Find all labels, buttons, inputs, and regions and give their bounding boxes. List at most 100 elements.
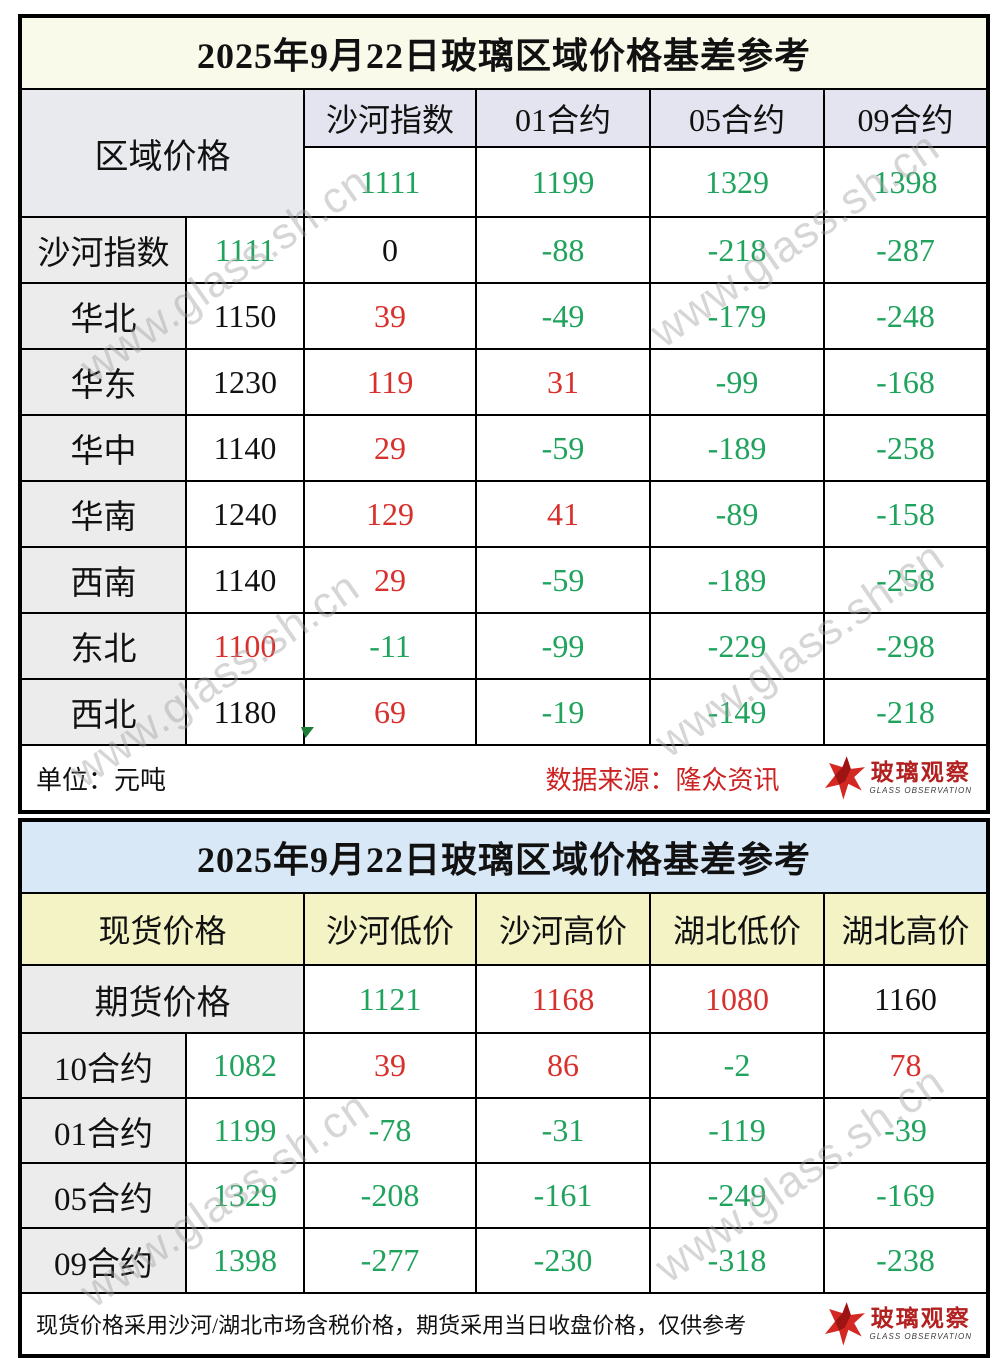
basis-cell: -89 [649, 480, 825, 548]
futures-price-row: 期货价格 1121 1168 1080 1160 [19, 964, 989, 1034]
futures-price-cell: 1168 [475, 964, 651, 1034]
regional-basis-table: 2025年9月22日玻璃区域价格基差参考 区域价格 沙河指数 01合约 05合约… [18, 14, 990, 814]
basis-cell: -169 [823, 1162, 989, 1229]
logo-subname: GLASS OBSERVATION [869, 786, 972, 795]
basis-cell: -248 [823, 282, 989, 350]
basis-cell: -59 [475, 414, 651, 482]
basis-cell: -59 [475, 546, 651, 614]
basis-cell: -19 [475, 678, 651, 746]
basis-cell: -39 [823, 1097, 989, 1164]
basis-cell: 0 [303, 216, 477, 284]
data-source-label: 数据来源：隆众资讯 [545, 765, 780, 795]
table-row: 沙河指数 1111 0 -88 -218 -287 [19, 216, 989, 284]
basis-cell: -258 [823, 414, 989, 482]
header-row: 现货价格 沙河低价 沙河高价 湖北低价 湖北高价 [19, 892, 989, 966]
table1-title: 2025年9月22日玻璃区域价格基差参考 [19, 15, 989, 90]
basis-cell: -168 [823, 348, 989, 416]
basis-cell: -318 [649, 1227, 825, 1294]
price-cell: 1398 [185, 1227, 305, 1294]
basis-cell: -230 [475, 1227, 651, 1294]
basis-cell: -189 [649, 546, 825, 614]
basis-cell: 41 [475, 480, 651, 548]
basis-cell: 39 [303, 1032, 477, 1099]
table-row: 西北 1180 69 -19 -149 -218 [19, 678, 989, 746]
column-header-contract-01: 01合约 [475, 88, 651, 148]
price-cell: 1329 [185, 1162, 305, 1229]
contract-label: 09合约 [19, 1227, 187, 1294]
futures-price-cell: 1398 [823, 146, 989, 218]
header-row: 区域价格 沙河指数 01合约 05合约 09合约 [19, 88, 989, 218]
basis-cell: -238 [823, 1227, 989, 1294]
basis-cell: -158 [823, 480, 989, 548]
table-row: 东北 1100 -11 -99 -229 -298 [19, 612, 989, 680]
price-cell: 1150 [185, 282, 305, 350]
contract-label: 05合约 [19, 1162, 187, 1229]
contract-label: 01合约 [19, 1097, 187, 1164]
basis-cell: -229 [649, 612, 825, 680]
basis-cell: 129 [303, 480, 477, 548]
basis-cell: 39 [303, 282, 477, 350]
table2-title: 2025年9月22日玻璃区域价格基差参考 [19, 819, 989, 894]
logo-text-block: 玻璃观察 GLASS OBSERVATION [869, 1307, 972, 1341]
logo-star-icon [825, 1302, 866, 1346]
table1-footer: 单位：元吨 数据来源：隆众资讯 玻璃观察 GLASS OBSE [19, 744, 989, 813]
logo-subname: GLASS OBSERVATION [869, 1332, 972, 1341]
column-header-shahe-high: 沙河高价 [475, 892, 651, 966]
basis-cell: -78 [303, 1097, 477, 1164]
basis-cell: -99 [649, 348, 825, 416]
spot-futures-table: 2025年9月22日玻璃区域价格基差参考 现货价格 沙河低价 沙河高价 湖北低价… [18, 818, 990, 1358]
title-row: 2025年9月22日玻璃区域价格基差参考 [19, 15, 989, 90]
basis-cell: 119 [303, 348, 477, 416]
basis-cell: -218 [823, 678, 989, 746]
futures-price-label: 期货价格 [19, 964, 305, 1034]
basis-cell: -258 [823, 546, 989, 614]
unit-label: 单位：元吨 [36, 765, 167, 795]
basis-cell: -277 [303, 1227, 477, 1294]
basis-cell: 78 [823, 1032, 989, 1099]
basis-cell: -298 [823, 612, 989, 680]
region-label: 华东 [19, 348, 187, 416]
region-label: 沙河指数 [19, 216, 187, 284]
basis-cell: -88 [475, 216, 651, 284]
price-cell: 1082 [185, 1032, 305, 1099]
region-label: 华中 [19, 414, 187, 482]
basis-cell: -49 [475, 282, 651, 350]
logo-text-block: 玻璃观察 GLASS OBSERVATION [869, 761, 972, 795]
table-row: 01合约 1199 -78 -31 -119 -39 [19, 1097, 989, 1164]
column-header-hubei-high: 湖北高价 [823, 892, 989, 966]
basis-cell: -119 [649, 1097, 825, 1164]
column-header-contract-09: 09合约 [823, 88, 989, 148]
region-label: 华北 [19, 282, 187, 350]
table-row: 10合约 1082 39 86 -2 78 [19, 1032, 989, 1099]
basis-cell: -249 [649, 1162, 825, 1229]
basis-cell: -208 [303, 1162, 477, 1229]
basis-cell: -161 [475, 1162, 651, 1229]
footer-row: 现货价格采用沙河/湖北市场含税价格，期货采用当日收盘价格，仅供参考 玻璃观察 G… [19, 1292, 989, 1357]
regional-basis-table-panel: 2025年9月22日玻璃区域价格基差参考 区域价格 沙河指数 01合约 05合约… [18, 14, 990, 814]
corner-header-spot: 现货价格 [19, 892, 305, 966]
logo-name: 玻璃观察 [870, 759, 971, 785]
basis-cell: -11 [303, 612, 477, 680]
basis-cell: 69 [303, 678, 477, 746]
basis-cell: -189 [649, 414, 825, 482]
contract-label: 10合约 [19, 1032, 187, 1099]
column-header-shahe-low: 沙河低价 [303, 892, 477, 966]
column-header-hubei-low: 湖北低价 [649, 892, 825, 966]
logo-star-icon [825, 756, 866, 800]
price-cell: 1240 [185, 480, 305, 548]
basis-cell: -31 [475, 1097, 651, 1164]
basis-cell: -149 [649, 678, 825, 746]
basis-cell: -179 [649, 282, 825, 350]
table2-footer: 现货价格采用沙河/湖北市场含税价格，期货采用当日收盘价格，仅供参考 玻璃观察 G… [19, 1292, 989, 1357]
table-row: 05合约 1329 -208 -161 -249 -169 [19, 1162, 989, 1229]
region-label: 西南 [19, 546, 187, 614]
table-row: 华中 1140 29 -59 -189 -258 [19, 414, 989, 482]
price-cell: 1100 [185, 612, 305, 680]
region-label: 西北 [19, 678, 187, 746]
basis-cell: 29 [303, 414, 477, 482]
region-label: 华南 [19, 480, 187, 548]
cell-comment-marker [301, 727, 314, 738]
column-header-shahe-index: 沙河指数 [303, 88, 477, 148]
corner-header: 区域价格 [19, 88, 305, 218]
